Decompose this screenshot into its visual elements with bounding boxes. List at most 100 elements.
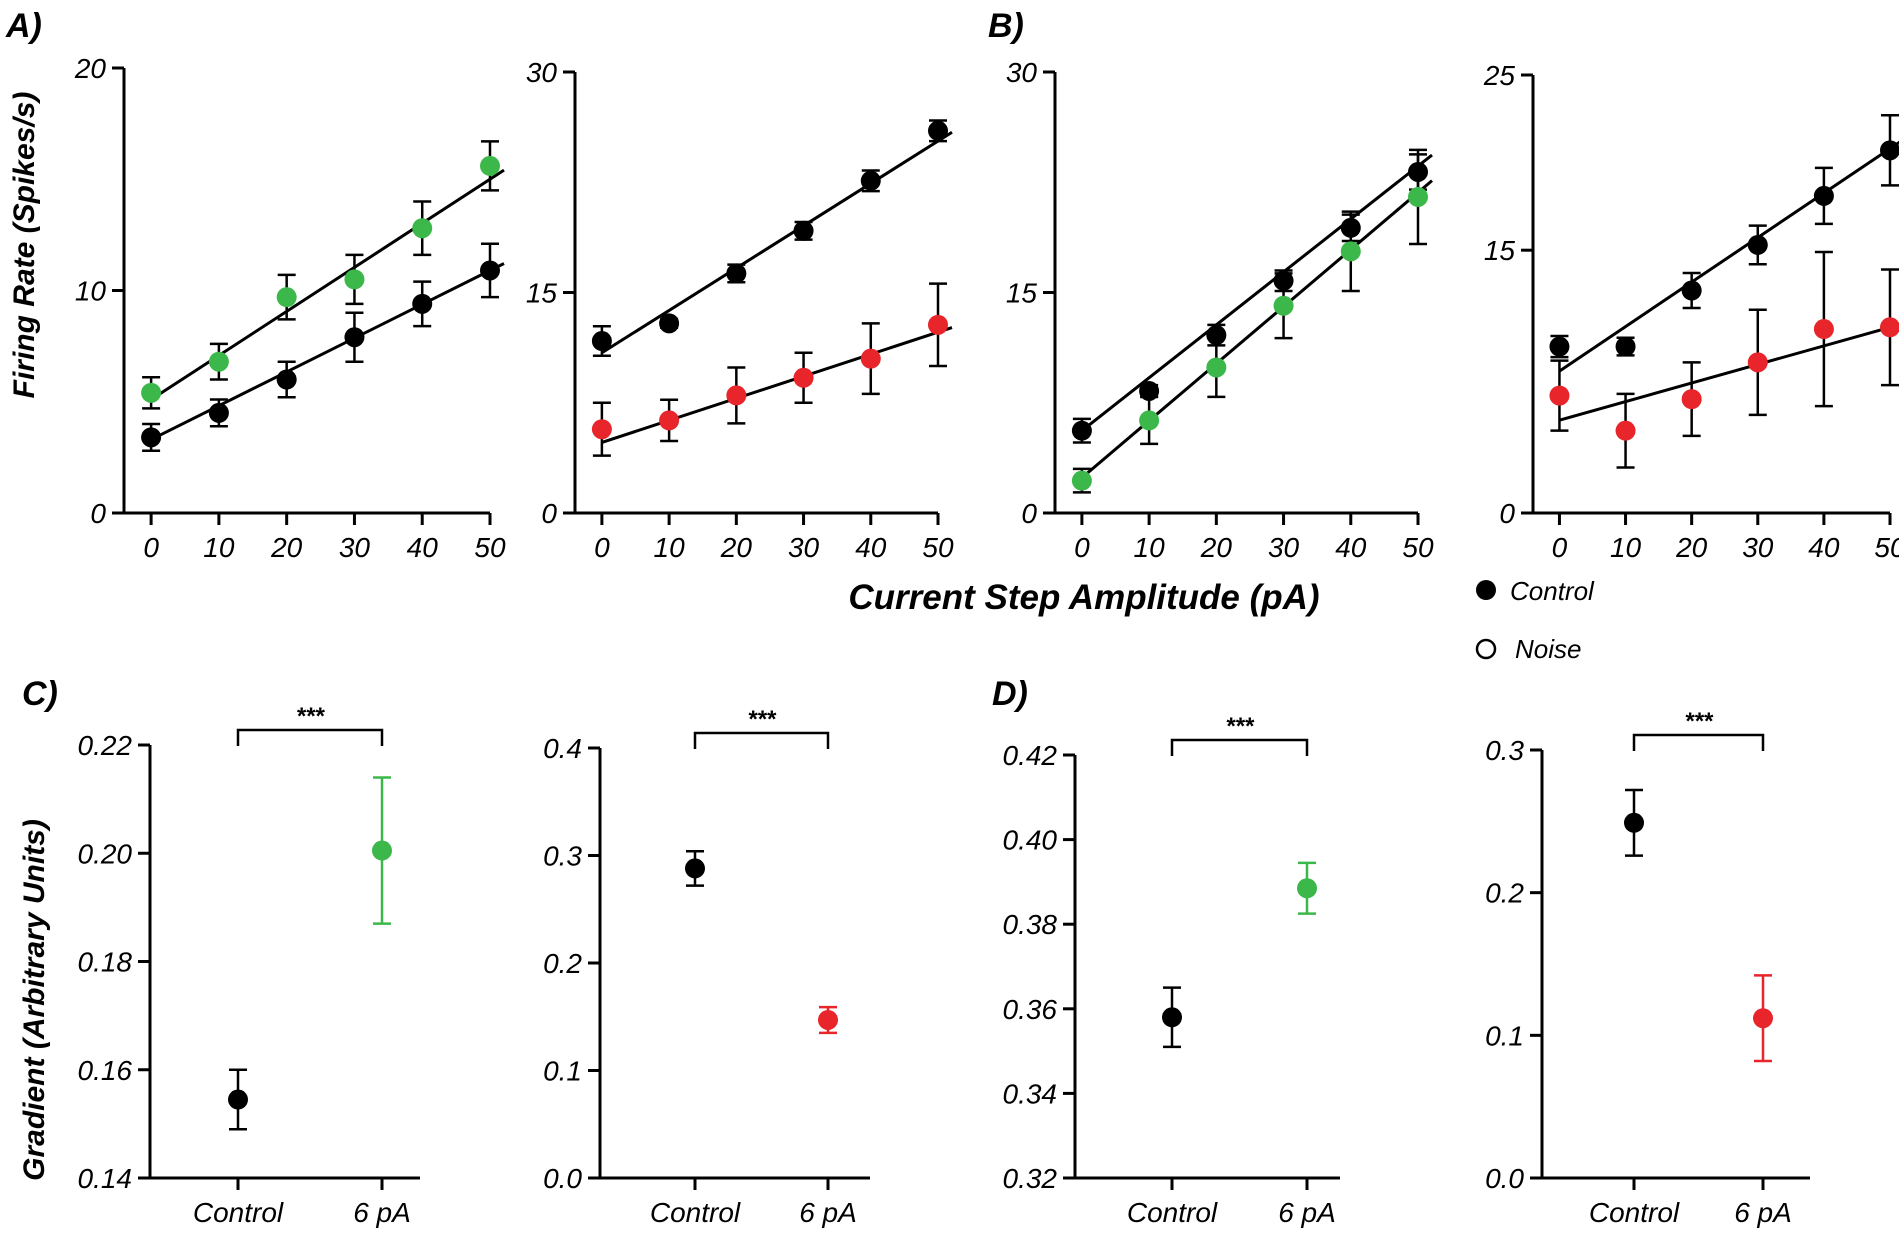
- y-tick-label: 0.18: [78, 947, 133, 978]
- series-black-fit-line: [150, 262, 505, 441]
- x-tick-label: 40: [855, 532, 887, 563]
- significance-bracket: [693, 731, 830, 749]
- x-tick-label: Control: [1589, 1197, 1680, 1228]
- y-tick-label: 30: [1006, 57, 1038, 88]
- series-green-point: [1139, 410, 1160, 431]
- series-black-point: [1813, 185, 1834, 206]
- panel-label-c: C): [22, 675, 58, 713]
- legend-control-marker: [1476, 580, 1496, 600]
- y-tick-label: 0.22: [78, 730, 133, 761]
- chart-3: 0 15 30 0 10 20 30 40 50: [1006, 57, 1434, 563]
- y-tick-label: 0: [1499, 498, 1515, 529]
- plots: 0 10 20 0 10 20 30 40 50 0 15 30 0 10 20 30 40 50 0 15 30 0 10…: [74, 53, 1899, 1228]
- series-black-point: [726, 263, 747, 284]
- y-tick-label: 15: [1484, 235, 1516, 266]
- series-black-point: [1615, 336, 1636, 357]
- series-black-point: [344, 327, 365, 348]
- series-green-point: [344, 269, 365, 290]
- y-tick-label: 0.16: [78, 1055, 133, 1086]
- series-black-point: [1206, 325, 1227, 346]
- x-tick-label: 20: [720, 532, 753, 563]
- y-tick-label: 0.38: [1003, 909, 1058, 940]
- chart-4: 0 15 25 0 10 20 30 40 50: [1483, 60, 1899, 563]
- x-tick-label: 20: [1675, 532, 1708, 563]
- x-tick-label: 40: [1335, 532, 1367, 563]
- y-tick-label: 0.14: [78, 1163, 133, 1194]
- legend: Control Noise: [1475, 576, 1595, 664]
- y-tick-label: 10: [75, 276, 107, 307]
- y-tick-label: 0.34: [1003, 1078, 1058, 1109]
- x-tick-label: 10: [203, 532, 235, 563]
- x-tick-label: 6 pA: [799, 1197, 857, 1228]
- series-green-point: [1273, 295, 1294, 316]
- point-red: [1753, 1008, 1773, 1029]
- series-red-point: [1747, 352, 1768, 373]
- series-red-point: [1549, 385, 1570, 406]
- series-green-point: [208, 351, 229, 372]
- significance-label: ***: [747, 706, 777, 733]
- chart-1: 0 10 20 0 10 20 30 40 50: [74, 53, 506, 563]
- x-tick-label: 30: [788, 532, 820, 563]
- series-black-fit-line: [1558, 140, 1899, 373]
- series-red-fit-line: [601, 326, 953, 444]
- significance-bracket: [1632, 733, 1765, 751]
- x-tick-label: 20: [1200, 532, 1233, 563]
- series-green-point: [480, 155, 500, 176]
- series-black-fit-line: [601, 131, 953, 355]
- series-black-point: [591, 331, 612, 352]
- series-green-point: [1340, 241, 1361, 262]
- y-tick-label: 0.0: [543, 1163, 582, 1194]
- series-red-point: [1880, 317, 1899, 338]
- series-black-point: [659, 313, 680, 334]
- y-tick-label: 0.2: [543, 948, 582, 979]
- series-black-point: [793, 220, 814, 241]
- series-black-point: [480, 260, 500, 281]
- series-red-fit-line: [1559, 323, 1899, 422]
- x-tick-label: 0: [594, 532, 610, 563]
- series-black-point: [208, 402, 229, 423]
- x-tick-label: 30: [339, 532, 371, 563]
- x-tick-label: 50: [1874, 532, 1899, 563]
- y-tick-label: 30: [526, 57, 558, 88]
- series-green-fit-line: [150, 168, 505, 401]
- series-red-point: [659, 410, 680, 431]
- series-black-fit-line: [1080, 153, 1433, 432]
- series-red-point: [1615, 420, 1636, 441]
- x-tick-label: 40: [407, 532, 439, 563]
- y-tick-label: 15: [1006, 278, 1038, 309]
- x-tick-label: 20: [270, 532, 303, 563]
- y-tick-label: 0: [1021, 498, 1037, 529]
- y-tick-label: 0.36: [1003, 994, 1058, 1025]
- series-green-point: [141, 382, 162, 403]
- x-tick-label: Control: [1127, 1197, 1218, 1228]
- point-black: [1162, 1007, 1182, 1028]
- y-tick-label: 15: [526, 278, 558, 309]
- x-tick-label: 6 pA: [353, 1197, 411, 1228]
- y-tick-label: 0: [541, 498, 557, 529]
- y-tick-label: 25: [1483, 60, 1516, 91]
- significance-bracket: [236, 728, 384, 746]
- x-tick-label: 50: [1402, 532, 1434, 563]
- series-black-point: [860, 170, 881, 191]
- point-red: [818, 1009, 838, 1030]
- point-green: [1297, 878, 1317, 899]
- x-tick-label: 50: [922, 532, 954, 563]
- series-green-point: [1071, 470, 1092, 491]
- point-green: [372, 840, 392, 861]
- panel-label-d: D): [992, 675, 1028, 713]
- x-tick-label: 30: [1742, 532, 1774, 563]
- series-green-point: [412, 218, 433, 239]
- series-red-point: [1681, 389, 1702, 410]
- x-tick-label: 10: [1134, 532, 1166, 563]
- y-tick-label: 0.3: [543, 841, 582, 872]
- significance-label: ***: [296, 703, 326, 730]
- series-black-point: [412, 293, 433, 314]
- series-green-point: [276, 287, 297, 308]
- y-tick-label: 0.20: [78, 838, 133, 869]
- series-black-point: [928, 120, 948, 141]
- y-tick-label: 0.32: [1003, 1163, 1058, 1194]
- chart-6: 0.0 0.1 0.2 0.3 0.4 Control 6 pA ***: [543, 706, 870, 1228]
- legend-noise-label: Noise: [1515, 634, 1581, 664]
- x-tick-label: Control: [193, 1197, 284, 1228]
- x-tick-label: 6 pA: [1278, 1197, 1336, 1228]
